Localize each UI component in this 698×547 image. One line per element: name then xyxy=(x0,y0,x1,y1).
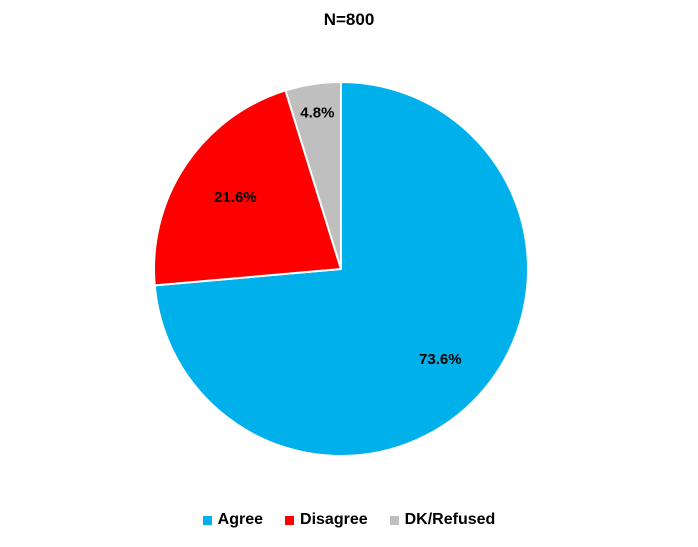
pie-slice-disagree xyxy=(153,89,342,287)
legend: Agree Disagree DK/Refused xyxy=(0,511,698,529)
legend-item-disagree: Disagree xyxy=(285,511,368,529)
legend-item-agree: Agree xyxy=(202,511,264,529)
data-label-agree: 73.6% xyxy=(419,351,462,368)
legend-label-dk-refused: DK/Refused xyxy=(404,511,496,528)
pie-slice-dk-refused xyxy=(284,81,342,270)
legend-swatch-dk-refused xyxy=(389,515,399,525)
data-label-dk-refused: 4.8% xyxy=(300,105,334,122)
legend-swatch-disagree xyxy=(285,515,295,525)
data-label-disagree: 21.6% xyxy=(214,189,257,206)
legend-swatch-agree xyxy=(202,515,212,525)
legend-label-agree: Agree xyxy=(217,511,264,528)
legend-item-dk-refused: DK/Refused xyxy=(389,511,496,529)
legend-label-disagree: Disagree xyxy=(300,511,368,528)
chart-title: N=800 xyxy=(323,10,375,29)
